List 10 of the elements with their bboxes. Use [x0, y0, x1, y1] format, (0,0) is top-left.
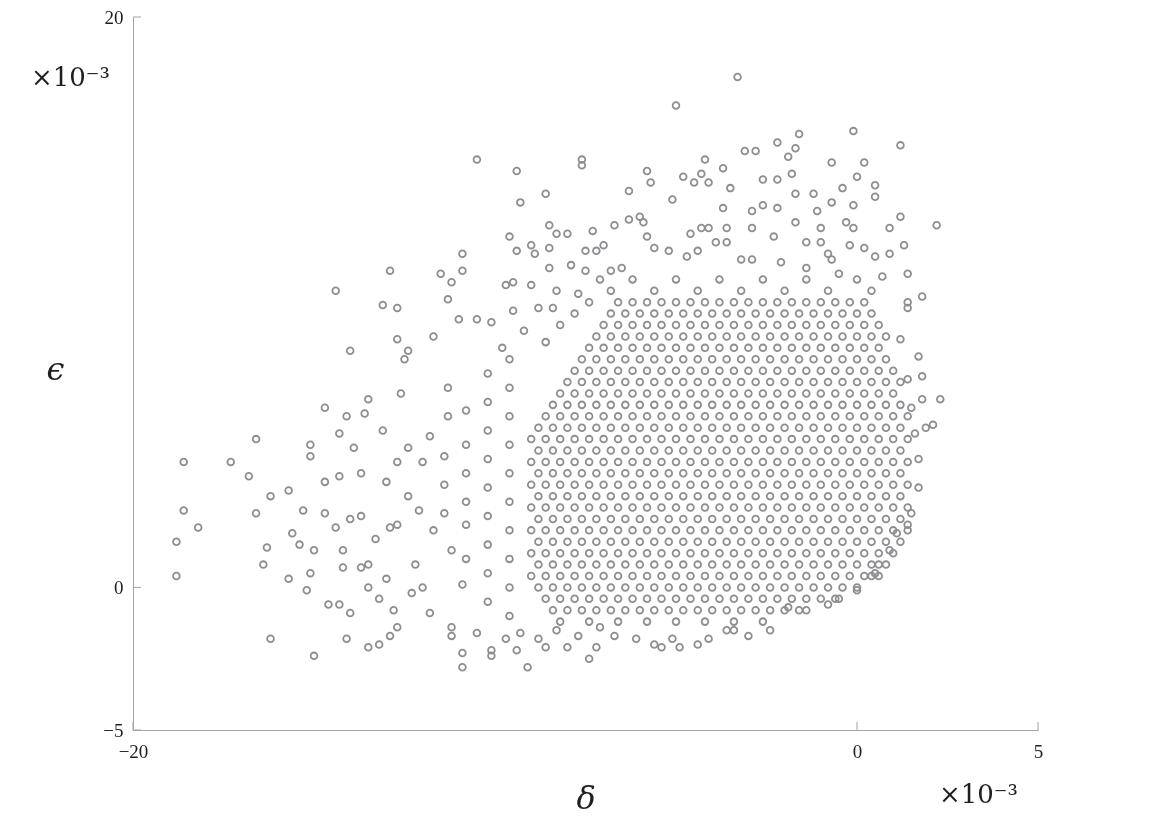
- text: ×10⁻³: [938, 779, 1018, 809]
- x-axis-title: δ: [576, 778, 596, 817]
- y-tick-label: −5: [103, 719, 124, 741]
- y-tick-label: 20: [104, 6, 124, 28]
- y-tick-label: 0: [114, 576, 124, 598]
- y-axis-title: ϵ: [46, 350, 65, 388]
- x-tick-label: 0: [852, 740, 863, 762]
- x-tick-label: −20: [118, 740, 149, 762]
- x-tick-label: 5: [1033, 740, 1044, 762]
- text: ×10⁻³: [30, 62, 110, 92]
